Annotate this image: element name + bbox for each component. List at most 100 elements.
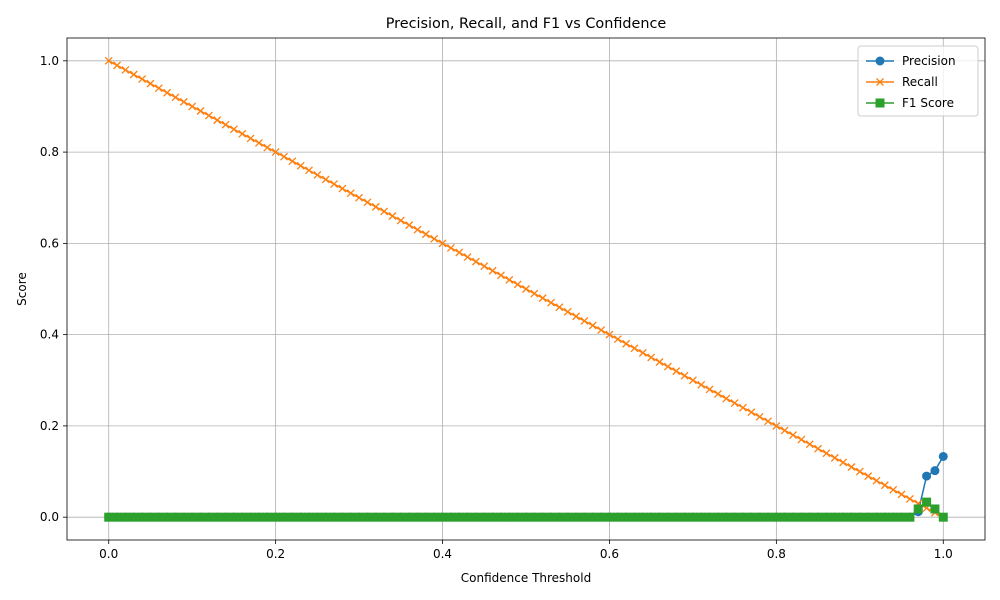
recall-point-stroke	[138, 75, 147, 84]
f1-score-point	[805, 512, 815, 522]
recall-point	[413, 225, 422, 234]
recall-point	[688, 376, 697, 385]
x-tick-label: 0.4	[433, 547, 452, 561]
f1-score-point	[229, 512, 239, 522]
recall-point	[655, 358, 664, 366]
legend-item-recall: Recall	[866, 75, 938, 89]
recall-point	[713, 390, 722, 398]
f1-score-point	[170, 512, 180, 522]
recall-point-stroke	[889, 485, 898, 494]
f1-score-point	[196, 512, 206, 522]
recall-point-stroke	[463, 253, 472, 262]
f1-score-point	[872, 512, 882, 522]
legend-swatch-marker	[876, 78, 884, 86]
f1-score-point	[730, 512, 740, 522]
legend: Precision Recall F1 Score	[857, 45, 979, 117]
y-tick-label: 0.6	[40, 236, 59, 250]
series-f1-score	[104, 497, 948, 522]
f1-score-point	[746, 512, 756, 522]
recall-point-stroke	[613, 335, 622, 344]
recall-point-stroke	[430, 234, 439, 243]
f1-score-point	[337, 512, 347, 522]
f1-score-point	[287, 512, 297, 522]
f1-score-point	[496, 512, 506, 522]
recall-point	[547, 298, 555, 307]
recall-point-stroke	[221, 120, 230, 129]
recall-point	[430, 234, 439, 243]
f1-score-point	[905, 512, 915, 522]
recall-point	[588, 321, 597, 330]
recall-point-stroke	[905, 494, 914, 503]
legend-box	[857, 45, 979, 117]
f1-score-point	[938, 512, 948, 522]
recall-point-stroke	[638, 348, 647, 357]
recall-point-stroke	[146, 79, 155, 88]
f1-score-point	[154, 512, 164, 522]
f1-score-point	[179, 512, 189, 522]
recall-point-stroke	[805, 440, 814, 449]
x-tick-label: 0.2	[266, 547, 285, 561]
legend-label: F1 Score	[902, 96, 954, 110]
series-layer	[104, 56, 948, 522]
recall-point	[271, 148, 280, 157]
f1-score-point	[546, 512, 556, 522]
f1-score-point	[821, 512, 831, 522]
recall-point-stroke	[789, 431, 798, 439]
f1-score-point	[705, 512, 715, 522]
recall-point	[580, 316, 589, 325]
recall-point	[814, 444, 823, 453]
x-axis-label: Confidence Threshold	[461, 571, 591, 585]
f1-score-point	[421, 512, 431, 522]
recall-point-stroke	[522, 285, 530, 293]
recall-point-stroke	[630, 344, 639, 353]
recall-point-stroke	[764, 417, 772, 426]
f1-score-point	[671, 512, 681, 522]
recall-point-stroke	[229, 125, 238, 134]
f1-score-point	[521, 512, 531, 522]
f1-score-point	[604, 512, 614, 522]
x-axis: 0.0 0.2 0.4 0.6 0.8 1.0	[99, 540, 953, 561]
recall-point-stroke	[321, 175, 330, 184]
recall-point	[405, 221, 414, 230]
recall-point-stroke	[705, 385, 714, 394]
recall-point	[605, 330, 614, 339]
recall-point	[396, 216, 405, 225]
recall-point	[280, 152, 288, 161]
recall-point-stroke	[755, 412, 764, 421]
f1-score-point	[813, 512, 823, 522]
f1-score-point	[629, 512, 639, 522]
recall-point	[246, 134, 255, 143]
recall-point	[530, 289, 539, 298]
f1-score-point	[504, 512, 514, 522]
recall-point	[572, 312, 581, 321]
precision-point	[938, 451, 948, 461]
recall-point-stroke	[680, 371, 689, 380]
f1-score-point	[638, 512, 648, 522]
legend-item-f1-score: F1 Score	[866, 96, 954, 110]
recall-point-stroke	[163, 88, 172, 97]
recall-point-stroke	[313, 170, 322, 179]
recall-point-stroke	[421, 230, 430, 239]
recall-point	[622, 339, 631, 348]
recall-point	[772, 421, 781, 430]
f1-score-point	[212, 512, 222, 522]
plot-frame	[66, 37, 986, 541]
recall-point-stroke	[380, 207, 389, 216]
recall-point	[263, 143, 272, 152]
f1-score-point	[329, 512, 339, 522]
f1-score-point	[187, 512, 197, 522]
recall-point	[371, 202, 380, 211]
recall-point	[739, 403, 747, 412]
recall-point-stroke	[480, 262, 489, 271]
f1-score-point	[513, 512, 523, 522]
recall-point-stroke	[246, 134, 255, 143]
f1-score-point	[304, 512, 314, 522]
f1-score-point	[479, 512, 489, 522]
recall-point	[113, 61, 122, 70]
f1-score-point	[897, 512, 907, 522]
recall-point	[789, 431, 798, 439]
recall-point	[839, 458, 848, 467]
f1-score-point	[371, 512, 381, 522]
f1-score-point	[721, 512, 731, 522]
recall-point	[638, 348, 647, 357]
